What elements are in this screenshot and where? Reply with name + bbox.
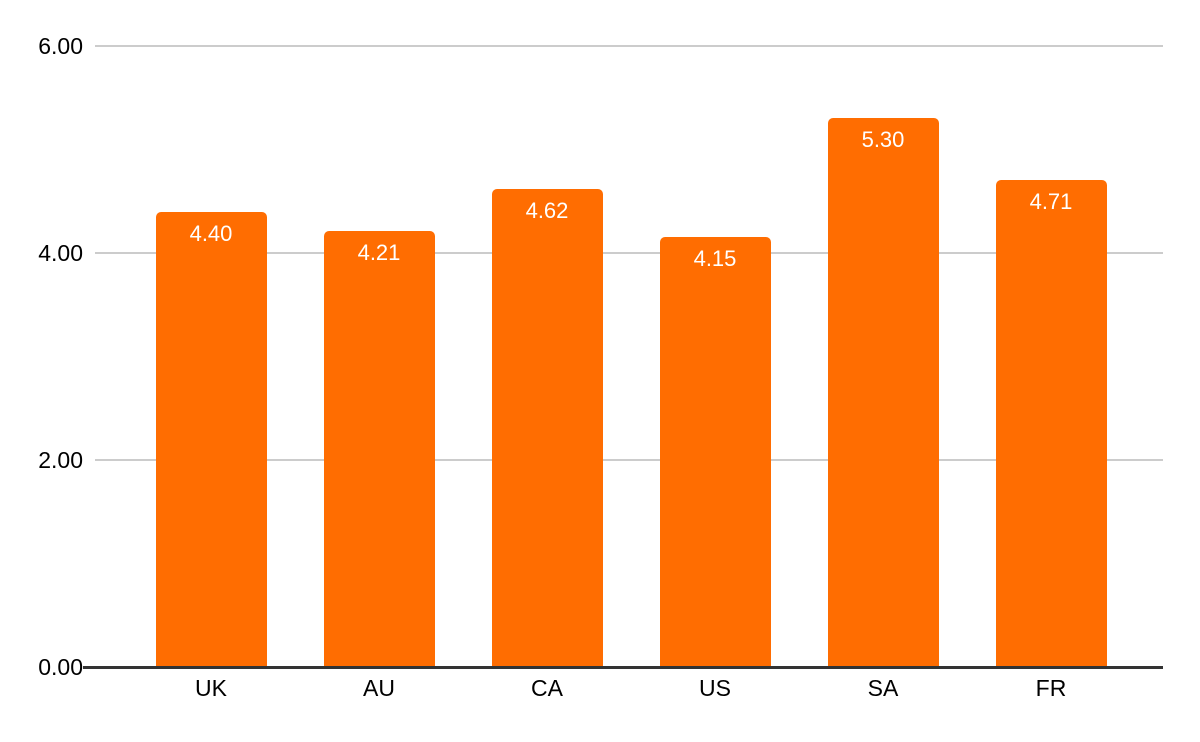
x-axis-label-UK: UK <box>195 675 227 701</box>
x-axis-label-CA: CA <box>531 675 563 701</box>
x-axis-label-AU: AU <box>363 675 395 701</box>
bar-value-label-CA: 4.62 <box>525 198 569 223</box>
bar-UK: 4.40 <box>155 212 267 667</box>
y-axis-tick-label-4.00: 4.00 <box>38 240 83 266</box>
y-axis-tick-label-0.00: 0.00 <box>38 654 83 680</box>
gridline-2.00 <box>95 459 1163 461</box>
x-axis-label-SA: SA <box>867 675 899 701</box>
bar-value-label-FR: 4.71 <box>1029 189 1073 214</box>
bar-AU: 4.21 <box>323 231 435 667</box>
x-axis-label-US: US <box>699 675 731 701</box>
bar-value-label-AU: 4.21 <box>357 240 401 265</box>
bar-CA: 4.62 <box>491 189 603 667</box>
gridline-6.00 <box>95 45 1163 47</box>
x-axis-label-FR: FR <box>1035 675 1067 701</box>
gridline-4.00 <box>95 252 1163 254</box>
y-axis-tick-label-6.00: 6.00 <box>38 33 83 59</box>
x-axis-line <box>83 666 1163 669</box>
bar-SA: 5.30 <box>827 118 939 667</box>
bar-value-label-SA: 5.30 <box>861 127 905 152</box>
bar-US: 4.15 <box>659 237 771 667</box>
bar-value-label-UK: 4.40 <box>189 221 233 246</box>
bar-value-label-US: 4.15 <box>693 246 737 271</box>
bar-FR: 4.71 <box>995 180 1107 667</box>
y-axis-tick-label-2.00: 2.00 <box>38 447 83 473</box>
